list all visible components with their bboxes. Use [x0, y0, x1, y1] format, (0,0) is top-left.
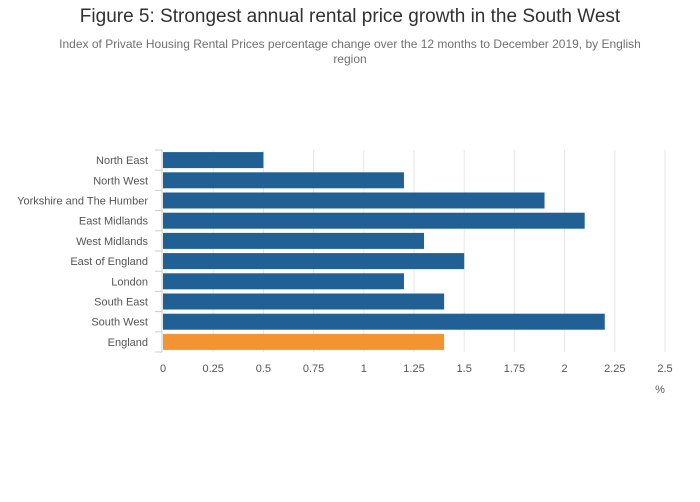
- x-tick-label: 0.5: [256, 363, 271, 375]
- x-tick-label: 0.25: [202, 363, 223, 375]
- bar-london[interactable]: [163, 273, 404, 290]
- bar-south-west[interactable]: [163, 313, 605, 330]
- x-tick-label: 2.25: [604, 363, 625, 375]
- x-tick-label: 1: [361, 363, 367, 375]
- chart-subtitle: Index of Private Housing Rental Prices p…: [59, 37, 641, 66]
- category-label: North East: [96, 155, 148, 167]
- category-label: West Midlands: [76, 236, 148, 248]
- category-label: East Midlands: [79, 216, 149, 228]
- bar-north-east[interactable]: [163, 152, 264, 169]
- chart-title: Figure 5: Strongest annual rental price …: [79, 6, 621, 27]
- x-tick-label: 1.75: [504, 363, 525, 375]
- bar-north-west[interactable]: [163, 172, 404, 189]
- x-tick-label: 2: [562, 363, 568, 375]
- category-label: South West: [91, 317, 148, 329]
- x-axis-unit-label: %: [655, 384, 665, 396]
- x-tick-label: 0.75: [303, 363, 324, 375]
- category-label: Yorkshire and The Humber: [17, 196, 148, 208]
- x-tick-label: 1.25: [403, 363, 424, 375]
- x-tick-label: 0: [160, 363, 166, 375]
- bar-south-east[interactable]: [163, 293, 445, 310]
- bar-yorkshire-and-the-humber[interactable]: [163, 192, 545, 209]
- bar-england[interactable]: [163, 333, 445, 350]
- category-label: London: [111, 276, 148, 288]
- x-tick-labels: 0 0.25 0.5 0.75 1 1.25 1.5 1.75 2 2.25 2.5: [160, 363, 673, 375]
- category-label: England: [108, 337, 148, 349]
- bar-east-midlands[interactable]: [163, 212, 585, 229]
- x-tick-label: 2.5: [657, 363, 672, 375]
- bar-west-midlands[interactable]: [163, 232, 425, 249]
- category-labels: North East North West Yorkshire and The Hu…: [17, 149, 162, 353]
- category-label: South East: [94, 297, 148, 309]
- x-tick-label: 1.5: [457, 363, 472, 375]
- bars: [163, 152, 605, 350]
- bar-east-of-england[interactable]: [163, 253, 465, 270]
- category-label: East of England: [70, 256, 148, 268]
- category-label: North West: [93, 175, 148, 187]
